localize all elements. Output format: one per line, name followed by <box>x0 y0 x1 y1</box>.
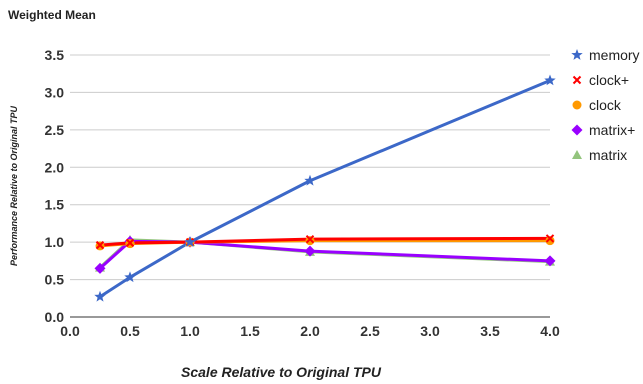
legend-marker-memory <box>571 49 583 60</box>
y-tick-label: 2.0 <box>45 159 65 175</box>
y-axis-label: Performance Relative to Original TPU <box>9 105 19 266</box>
x-tick-label: 4.0 <box>540 323 560 339</box>
chart-title: Weighted Mean <box>8 8 96 22</box>
y-tick-label: 0.5 <box>45 272 65 288</box>
series-lines <box>98 79 551 299</box>
x-tick-label: 1.5 <box>240 323 260 339</box>
data-point-clock-plus <box>545 234 555 243</box>
x-tick-label: 0.0 <box>60 323 80 339</box>
legend-marker-matrix-plus <box>571 124 583 136</box>
data-point-clock-plus <box>125 238 135 248</box>
y-tick-label: 3.5 <box>45 47 65 63</box>
y-tick-label: 1.0 <box>45 234 65 250</box>
data-point-memory <box>124 271 136 283</box>
y-tick-label: 0.0 <box>45 309 65 325</box>
x-tick-label: 2.5 <box>360 323 380 339</box>
legend-marker-clock-plus <box>572 75 582 85</box>
data-point-matrix-plus <box>304 245 316 257</box>
data-point-memory <box>544 74 556 86</box>
data-point-memory <box>94 290 106 302</box>
legend-label-matrix: matrix <box>589 147 627 163</box>
data-point-clock <box>545 236 555 246</box>
data-point-clock-plus <box>305 234 315 244</box>
data-point-matrix-plus <box>94 262 106 274</box>
data-point-memory <box>184 236 196 247</box>
x-tick-label: 3.5 <box>480 323 500 339</box>
legend-label-clock-plus: clock+ <box>589 72 629 88</box>
legend-label-memory: memory <box>589 47 640 63</box>
data-point-clock <box>305 236 315 246</box>
x-tick-label: 0.5 <box>120 323 140 339</box>
x-tick-label: 2.0 <box>300 323 320 339</box>
y-tick-label: 3.0 <box>45 84 65 100</box>
gridlines <box>70 54 550 318</box>
legend-label-matrix-plus: matrix+ <box>589 122 635 138</box>
x-tick-label: 3.0 <box>420 323 440 339</box>
x-axis-label: Scale Relative to Original TPU <box>181 364 382 380</box>
y-axis-ticks: 0.0 0.5 1.0 1.5 2.0 2.5 3.0 3.5 <box>45 47 65 325</box>
legend-label-clock: clock <box>589 97 622 113</box>
legend-marker-clock <box>572 100 582 110</box>
legend: memory clock+ clock matrix+ matrix <box>571 47 640 163</box>
x-tick-label: 1.0 <box>180 323 200 339</box>
data-point-matrix-plus <box>544 255 556 267</box>
legend-marker-matrix <box>572 150 582 159</box>
series-line-memory <box>99 79 551 299</box>
y-tick-label: 2.5 <box>45 122 65 138</box>
series-markers <box>94 74 556 302</box>
x-axis-ticks: 0.0 0.5 1.0 1.5 2.0 2.5 3.0 3.5 4.0 <box>60 323 560 339</box>
data-point-memory <box>304 174 316 186</box>
y-tick-label: 1.5 <box>45 197 65 213</box>
data-point-clock-plus <box>95 240 105 250</box>
